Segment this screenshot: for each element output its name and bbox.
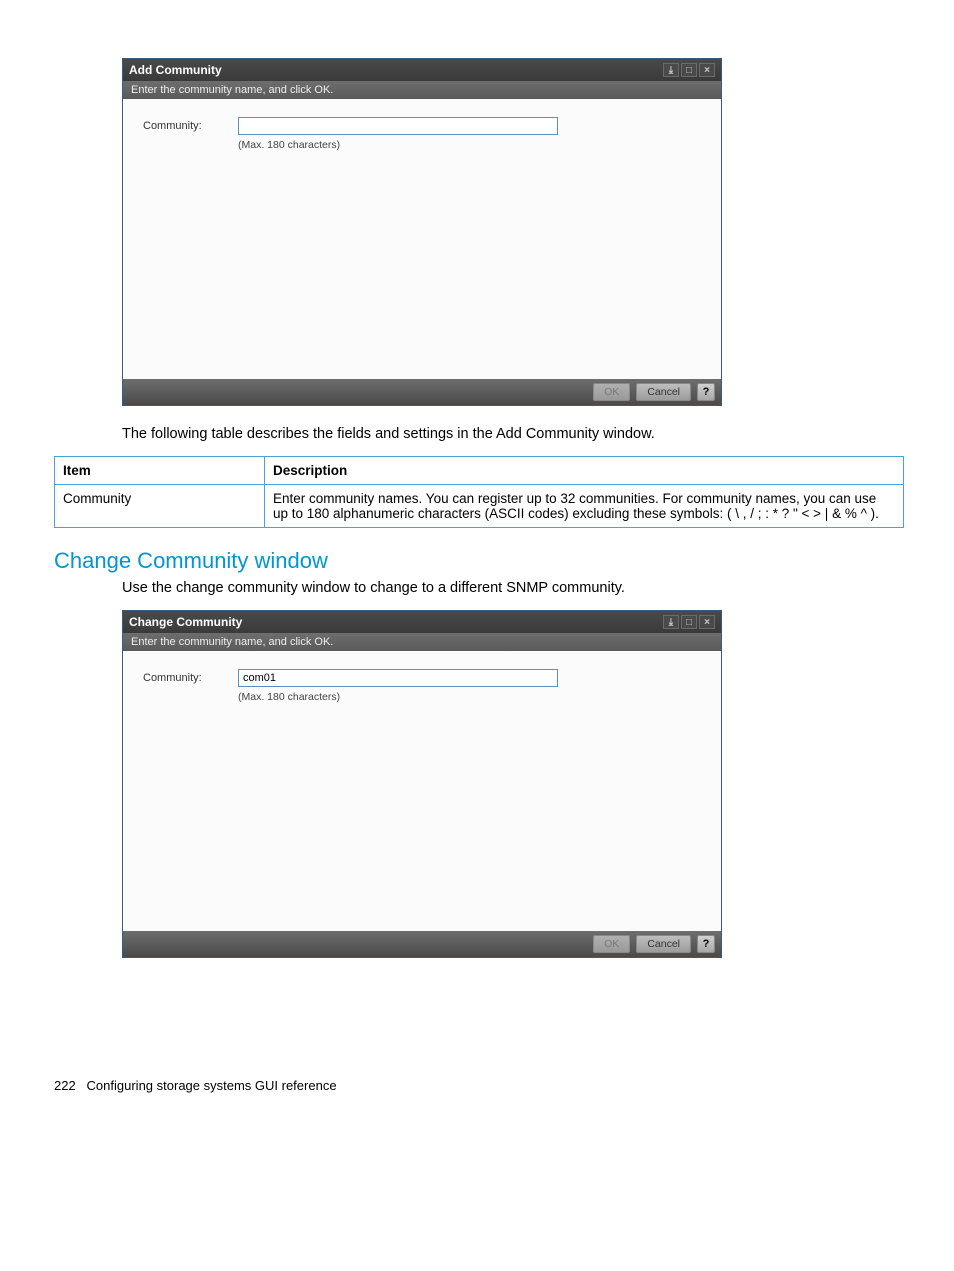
cancel-button[interactable]: Cancel: [636, 383, 691, 401]
table-header-row: Item Description: [55, 457, 904, 485]
table-cell-description: Enter community names. You can register …: [265, 485, 904, 528]
table-row: Community Enter community names. You can…: [55, 485, 904, 528]
dialog-subtitle: Enter the community name, and click OK.: [123, 633, 721, 651]
dialog-footer: OK Cancel ?: [123, 379, 721, 405]
ok-button[interactable]: OK: [593, 935, 630, 953]
add-community-dialog: Add Community ⤓ □ × Enter the community …: [122, 58, 722, 406]
page-number: 222: [54, 1078, 76, 1093]
help-button[interactable]: ?: [697, 935, 715, 953]
section-text: Use the change community window to chang…: [122, 580, 904, 596]
cancel-button[interactable]: Cancel: [636, 935, 691, 953]
community-hint: (Max. 180 characters): [238, 139, 701, 151]
dialog-title: Change Community: [129, 615, 242, 629]
pin-icon[interactable]: ⤓: [663, 615, 679, 629]
close-icon[interactable]: ×: [699, 63, 715, 77]
dialog-subtitle: Enter the community name, and click OK.: [123, 81, 721, 99]
maximize-icon[interactable]: □: [681, 63, 697, 77]
table-cell-item: Community: [55, 485, 265, 528]
maximize-icon[interactable]: □: [681, 615, 697, 629]
page-footer: 222 Configuring storage systems GUI refe…: [50, 1078, 904, 1093]
ok-button[interactable]: OK: [593, 383, 630, 401]
intro-text: The following table describes the fields…: [122, 426, 904, 442]
dialog-body: Community: (Max. 180 characters): [123, 99, 721, 379]
dialog-body: Community: (Max. 180 characters): [123, 651, 721, 931]
community-hint: (Max. 180 characters): [238, 691, 701, 703]
table-header-item: Item: [55, 457, 265, 485]
description-table: Item Description Community Enter communi…: [54, 456, 904, 528]
change-community-dialog: Change Community ⤓ □ × Enter the communi…: [122, 610, 722, 958]
table-header-description: Description: [265, 457, 904, 485]
help-button[interactable]: ?: [697, 383, 715, 401]
community-label: Community:: [143, 117, 238, 132]
community-input[interactable]: [238, 669, 558, 687]
close-icon[interactable]: ×: [699, 615, 715, 629]
section-heading: Change Community window: [54, 548, 904, 574]
community-input[interactable]: [238, 117, 558, 135]
pin-icon[interactable]: ⤓: [663, 63, 679, 77]
community-label: Community:: [143, 669, 238, 684]
dialog-titlebar: Add Community ⤓ □ ×: [123, 59, 721, 81]
chapter-title: Configuring storage systems GUI referenc…: [87, 1078, 337, 1093]
dialog-titlebar: Change Community ⤓ □ ×: [123, 611, 721, 633]
dialog-footer: OK Cancel ?: [123, 931, 721, 957]
dialog-title: Add Community: [129, 63, 222, 77]
